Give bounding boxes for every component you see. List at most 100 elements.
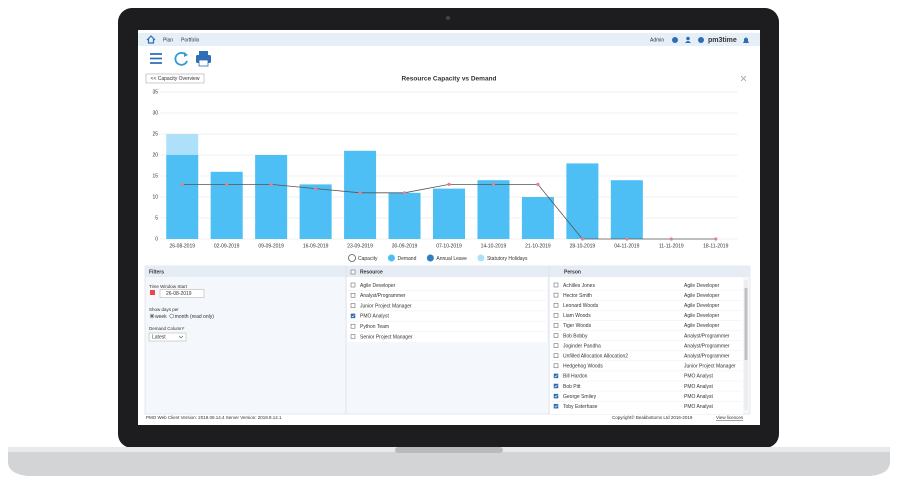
person-name[interactable]: Leonard Woods (563, 303, 599, 309)
radio-label[interactable]: month (read only) (175, 314, 215, 320)
licences-link[interactable]: View licences (716, 415, 744, 420)
bar (166, 155, 199, 239)
person-name[interactable]: Hedgehog Woods (563, 364, 603, 370)
resource-label[interactable]: Python Team (360, 324, 389, 330)
refresh-icon[interactable] (174, 51, 188, 66)
checkbox[interactable] (553, 383, 559, 389)
radio-dot (151, 315, 153, 317)
legend-marker[interactable] (348, 254, 356, 262)
bar (610, 180, 643, 239)
person-role: Analyst/Programmer (684, 333, 730, 339)
user-icon[interactable] (686, 36, 690, 41)
bar (255, 155, 288, 239)
y-tick-label: 5 (155, 215, 158, 221)
x-tick-label: 21-10-2019 (525, 243, 551, 249)
person-name[interactable]: Bob Bobby (563, 333, 588, 339)
back-button-label[interactable]: << Capacity Overview (151, 76, 200, 82)
home-icon[interactable] (146, 35, 156, 44)
laptop-notch (395, 447, 503, 453)
select-value[interactable]: Latest (152, 334, 166, 340)
person-name[interactable]: Joginder Pandha (563, 343, 601, 349)
menu-icon[interactable] (150, 53, 162, 64)
resource-list-bg (347, 277, 547, 342)
bell-icon[interactable] (743, 37, 749, 44)
user-name[interactable]: Admin (650, 37, 664, 43)
checkbox[interactable] (553, 313, 559, 318)
resource-label[interactable]: Agile Developer (360, 283, 396, 289)
radio-label[interactable]: week (155, 314, 167, 320)
checkbox[interactable] (553, 363, 559, 369)
checkbox[interactable] (553, 282, 559, 288)
legend-label[interactable]: Annual Leave (436, 256, 467, 262)
person-role: Agile Developer (684, 293, 720, 299)
checkbox[interactable] (350, 293, 356, 298)
filters-title: Filters (149, 269, 164, 275)
checkbox[interactable] (553, 403, 559, 409)
checkbox[interactable] (350, 269, 356, 275)
x-tick-label: 04-11-2019 (614, 243, 639, 249)
date-value[interactable]: 26-08-2019 (166, 291, 192, 297)
back-button[interactable] (145, 73, 205, 84)
date-input[interactable] (159, 289, 205, 298)
line-marker (358, 191, 362, 195)
bar (521, 197, 554, 239)
resource-label[interactable]: Senior Project Manager (360, 334, 413, 340)
legend-marker[interactable] (426, 254, 434, 262)
calendar-icon[interactable] (150, 290, 155, 295)
person-name[interactable]: Bill Hardon (563, 374, 588, 380)
checkbox[interactable] (350, 282, 356, 288)
checkbox[interactable] (553, 323, 559, 328)
checkbox[interactable] (553, 302, 559, 308)
checkbox[interactable] (350, 313, 356, 319)
checkbox[interactable] (350, 303, 356, 308)
resource-label[interactable]: Junior Project Manager (360, 303, 412, 309)
person-name[interactable]: George Smiley (563, 394, 597, 400)
legend-label[interactable]: Capacity (358, 256, 378, 262)
person-name[interactable]: Tiger Woods (563, 323, 592, 329)
x-tick-label: 26-08-2019 (169, 243, 195, 249)
y-tick-label: 25 (152, 131, 158, 137)
checkbox[interactable] (553, 333, 559, 338)
radio[interactable] (169, 313, 174, 319)
y-tick-label: 0 (155, 236, 158, 242)
nav-link[interactable]: Portfolio (181, 37, 200, 43)
person-name[interactable]: Liam Woods (563, 313, 591, 319)
checkmark (554, 384, 558, 388)
person-name[interactable]: Achilles Jones (563, 283, 595, 289)
close-icon[interactable] (740, 75, 747, 82)
legend-marker[interactable] (387, 254, 395, 262)
y-tick-label: 20 (152, 152, 158, 158)
help-icon[interactable] (698, 37, 704, 43)
lists: Agile Developer Analyst/Programmer Junior … (348, 282, 742, 410)
legend-label[interactable]: Demand (397, 256, 416, 262)
resource-label[interactable]: Analyst/Programmer (360, 293, 406, 299)
checkbox[interactable] (553, 343, 559, 348)
person-role: PMO Analyst (684, 404, 714, 410)
checkbox[interactable] (350, 323, 356, 329)
person-name[interactable]: Bob Pitt (563, 384, 581, 390)
x-tick-label: 23-09-2019 (347, 243, 373, 249)
nav-link[interactable]: Plan (163, 37, 173, 43)
select[interactable] (148, 332, 187, 342)
legend-label[interactable]: Statutory Holidays (487, 256, 528, 262)
line-marker (402, 191, 407, 195)
checkbox[interactable] (350, 334, 356, 339)
scrollbar-thumb[interactable] (744, 288, 748, 360)
person-name[interactable]: Toby Esterhase (563, 404, 598, 410)
person-name[interactable]: Unfilled Allocation Allocation2 (563, 354, 628, 360)
checkbox[interactable] (553, 292, 559, 298)
checkbox[interactable] (553, 373, 559, 379)
bar (432, 188, 466, 239)
person-name[interactable]: Hector Smith (563, 293, 592, 299)
resource-label[interactable]: PMO Analyst (360, 314, 390, 320)
line-marker (536, 182, 540, 186)
nav-bar (138, 33, 760, 46)
person-role: Agile Developer (684, 323, 720, 329)
line-marker (447, 182, 451, 186)
person-role: PMO Analyst (684, 394, 714, 400)
checkbox[interactable] (553, 393, 559, 399)
legend-marker[interactable] (477, 254, 485, 262)
settings-icon[interactable] (672, 37, 678, 43)
checkbox[interactable] (553, 353, 559, 358)
